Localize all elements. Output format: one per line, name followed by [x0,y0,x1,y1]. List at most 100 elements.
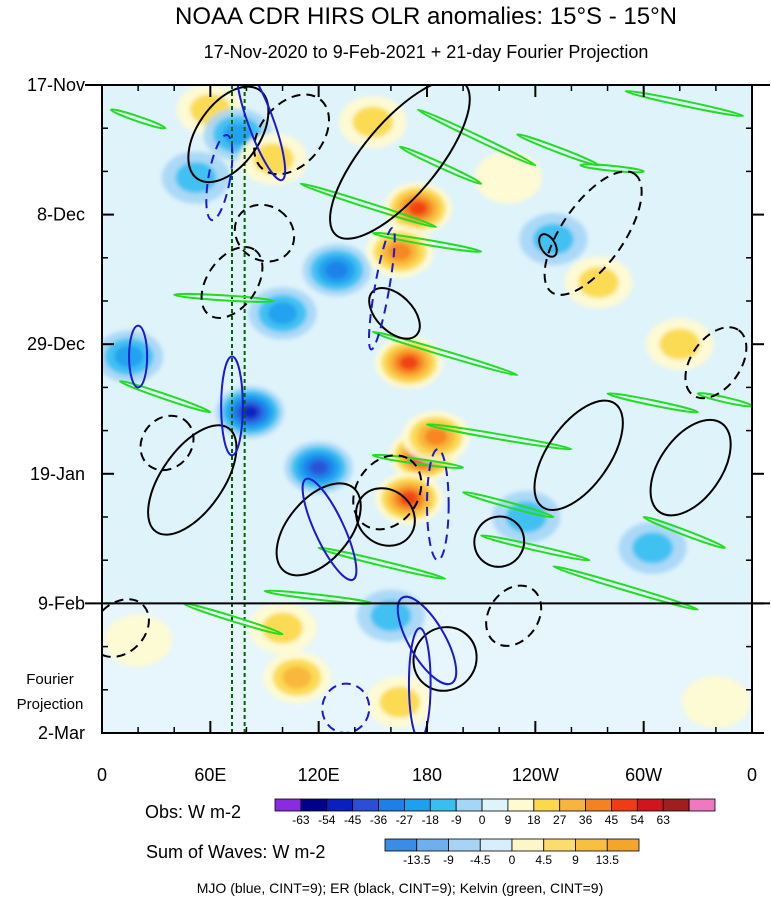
footer-legend: MJO (blue, CINT=9); ER (black, CINT=9); … [197,880,604,896]
anomaly-blob [474,151,543,204]
kelvin-contour [462,491,555,519]
mjo-contour [407,627,432,733]
er-contour [329,85,471,240]
projection-label-line1: Fourier [26,671,74,688]
er-contour [355,487,416,547]
er-contour [649,418,732,517]
anomaly-field [102,85,750,729]
er-contour [485,584,543,647]
anomaly-blob [388,242,412,261]
obs-colorbar: -63 -54 -45 -36 -27 -18 -9 0 9 18 27 36 45 54 63 [274,798,716,827]
waves-colorbar-swatch [384,838,418,852]
kelvin-contour [416,108,537,167]
obs-colorbar-swatch [611,798,638,812]
plot-area [102,85,752,733]
obs-colorbar-tick-label: -27 [396,813,414,827]
obs-colorbar-swatch [507,798,535,812]
waves-colorbar: -13.5 -9 -4.5 0 4.5 9 13.5 [384,838,640,867]
obs-colorbar-swatch [326,798,354,812]
x-tick-label: 0 [747,765,757,785]
anomaly-blob [104,614,173,667]
y-tick-label: 17-Nov [27,75,85,95]
er-contour [147,424,238,536]
obs-colorbar-swatch [429,798,457,812]
mjo-contours [128,85,458,733]
er-contour [102,598,150,658]
mjo-contour [220,355,244,457]
obs-colorbar-swatch [352,798,379,812]
x-tick-label: 120W [512,765,559,785]
er-contour [233,203,296,263]
x-axis: 0 60E 120E 180 120W 60W 0 [97,85,757,785]
anomaly-blob [242,406,258,419]
obs-colorbar-tick-label: 63 [657,813,671,827]
mjo-contour [128,324,149,389]
anomaly-blob [325,261,349,279]
er-contour [352,454,423,531]
anomaly-blob [379,686,421,718]
er-contour [538,233,558,258]
obs-colorbar-swatch [455,798,483,812]
obs-colorbar-swatch [378,798,405,812]
obs-colorbar-swatch [533,798,561,812]
kelvin-contour [299,182,438,229]
anomaly-blob [309,460,328,475]
anomaly-blob [408,201,428,216]
mjo-contour [235,85,287,182]
anomaly-blob [424,428,448,446]
waves-colorbar-swatch [448,838,481,852]
x-tick-label: 60W [625,765,662,785]
kelvin-contour [425,423,573,451]
obs-colorbar-tick-label: -9 [451,813,462,827]
waves-colorbar-label: Sum of Waves: W m-2 [146,842,325,862]
obs-colorbar-swatch [300,798,328,812]
er-contour [253,93,331,176]
er-contour [533,399,624,511]
obs-colorbar-tick-label: 45 [605,813,619,827]
anomaly-blob [267,302,298,325]
kelvin-contour [371,231,483,253]
chart-title: NOAA CDR HIRS OLR anomalies: 15°S - 15°N [175,3,677,30]
waves-colorbar-tick-label: 4.5 [535,853,552,867]
obs-colorbar-swatch [688,798,716,812]
kelvin-contour [480,534,591,562]
kelvin-contour [119,380,212,414]
x-tick-label: 0 [97,765,107,785]
mjo-contour [367,226,396,351]
anomaly-blob [659,328,701,360]
waves-colorbar-swatch [511,838,545,852]
anomaly-blob [399,491,419,506]
kelvin-contour [552,565,699,611]
waves-colorbar-swatch [543,838,576,852]
kelvin-contour [371,330,519,377]
mjo-contour [426,448,450,562]
kelvin-contour [317,546,447,580]
obs-colorbar-tick-label: 27 [553,813,567,827]
anomaly-blob [399,355,419,370]
er-contour [473,515,526,568]
obs-colorbar-swatch [585,798,612,812]
mjo-contour [301,477,358,582]
x-tick-label: 120E [298,765,340,785]
kelvin-contour [579,163,645,174]
kelvin-contour [606,392,699,414]
waves-colorbar-swatch [416,838,449,852]
anomaly-blob [282,666,312,689]
waves-colorbar-tick-label: 13.5 [596,853,620,867]
anomaly-blob [578,266,619,299]
x-tick-label: 60E [194,765,226,785]
waves-colorbar-swatch [606,838,640,852]
kelvin-contour [371,453,465,470]
obs-colorbar-tick-label: -45 [344,813,362,827]
waves-colorbar-swatch [479,838,513,852]
obs-colorbar-tick-label: 9 [505,813,512,827]
y-tick-label: 2-Mar [38,723,85,743]
y-tick-label: 29-Dec [27,334,85,354]
obs-colorbar-tick-label: -63 [292,813,310,827]
kelvin-contour [110,108,167,130]
waves-colorbar-swatch [575,838,608,852]
er-contour [275,482,362,577]
waves-colorbar-tick-label: 9 [572,853,579,867]
er-contour [543,170,643,296]
